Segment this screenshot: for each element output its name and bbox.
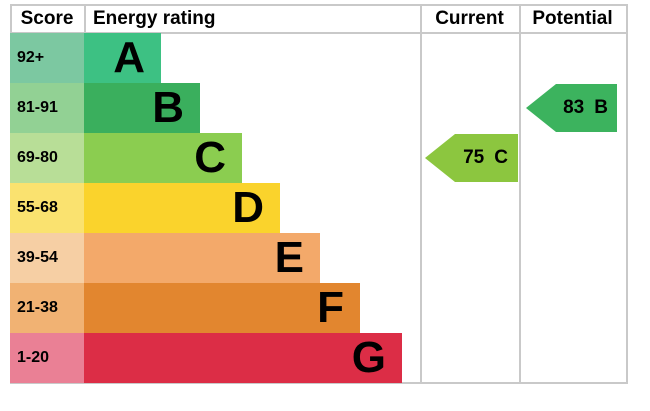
header-potential: Potential (532, 8, 613, 29)
band-bar: C (84, 133, 242, 183)
top-border-line (10, 4, 626, 6)
score-cell: 92+ (10, 33, 84, 83)
score-range: 55-68 (17, 199, 58, 216)
band-row-b: 81-91 B (10, 83, 200, 133)
band-letter: C (194, 133, 226, 182)
band-row-d: 55-68 D (10, 183, 280, 233)
band-letter: D (232, 183, 264, 232)
header-current: Current (435, 8, 504, 29)
band-row-e: 39-54 E (10, 233, 320, 283)
right-border-line (626, 4, 628, 384)
score-range: 21-38 (17, 299, 58, 316)
score-cell: 39-54 (10, 233, 84, 283)
score-cell: 21-38 (10, 283, 84, 333)
current-band-letter: C (494, 147, 508, 168)
band-row-f: 21-38 F (10, 283, 360, 333)
band-bar: E (84, 233, 320, 283)
current-score: 75 (463, 147, 485, 168)
score-cell: 69-80 (10, 133, 84, 183)
header-left-border-line (10, 4, 12, 32)
potential-score: 83 (563, 97, 585, 118)
score-cell: 55-68 (10, 183, 84, 233)
current-column-left-line (420, 4, 422, 384)
score-range: 39-54 (17, 249, 58, 266)
band-bar: B (84, 83, 200, 133)
potential-rating-arrow: 83 B (526, 84, 617, 132)
band-letter: B (152, 83, 184, 132)
band-letter: E (274, 233, 304, 282)
potential-band-letter: B (594, 97, 608, 118)
band-bar: A (84, 33, 161, 83)
score-cell: 1-20 (10, 333, 84, 383)
band-row-g: 1-20 G (10, 333, 402, 383)
band-bar: F (84, 283, 360, 333)
score-range: 1-20 (17, 349, 50, 366)
score-column-divider-line (84, 4, 86, 32)
bottom-border-line (10, 382, 628, 384)
header-score: Score (20, 8, 74, 29)
score-range: 69-80 (17, 149, 58, 166)
score-range: 81-91 (17, 99, 58, 116)
header-divider-line (10, 32, 626, 34)
band-letter: G (351, 333, 386, 382)
current-rating-arrow: 75 C (425, 134, 518, 182)
current-potential-divider-line (519, 4, 521, 384)
band-bar: G (84, 333, 402, 383)
band-letter: F (317, 283, 344, 332)
score-cell: 81-91 (10, 83, 84, 133)
band-bar: D (84, 183, 280, 233)
band-row-c: 69-80 C (10, 133, 242, 183)
band-row-a: 92+ A (10, 33, 161, 83)
band-letter: A (113, 33, 145, 82)
score-range: 92+ (17, 49, 45, 66)
header-energy-rating: Energy rating (93, 8, 216, 29)
